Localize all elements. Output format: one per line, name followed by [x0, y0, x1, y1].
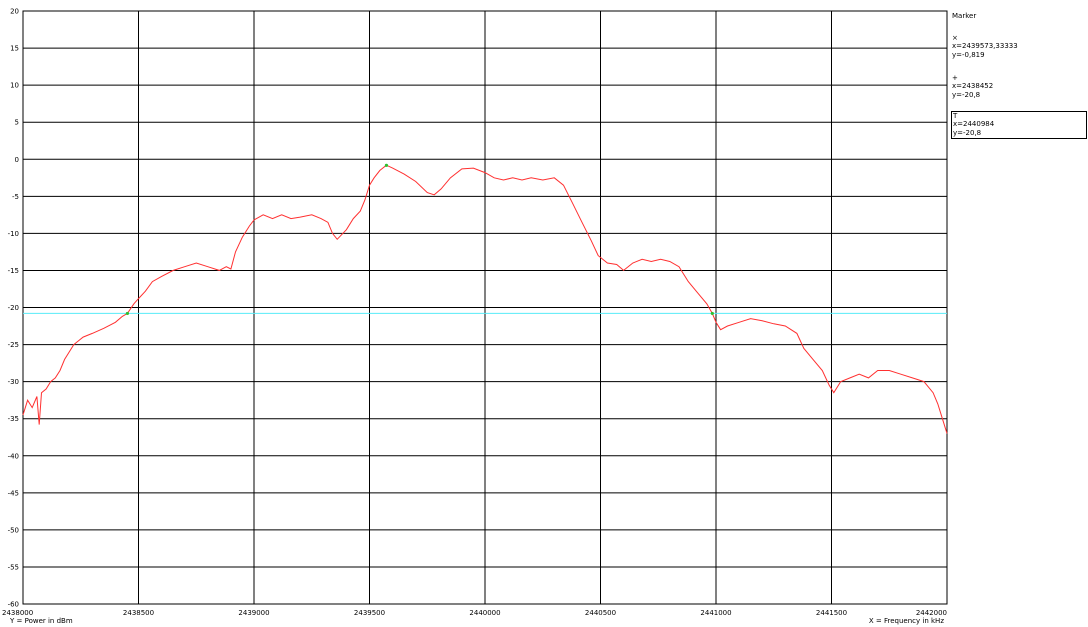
y-tick-label: -5 — [12, 193, 19, 201]
marker-point — [125, 311, 130, 316]
x-tick-label: 2442000 — [916, 609, 947, 617]
x-tick-label: 2440000 — [469, 609, 500, 617]
marker-entry-cross[interactable]: × x=2439573,33333 y=-0,819 — [951, 34, 1085, 60]
plus-marker-icon: + — [952, 74, 958, 82]
marker-y-value: y=-20,8 — [952, 91, 981, 99]
marker-y-value: y=-20,8 — [953, 129, 982, 137]
x-tick-label: 2438500 — [123, 609, 154, 617]
y-tick-label: 0 — [15, 156, 19, 164]
y-tick-label: -20 — [8, 304, 19, 312]
y-tick-label: -25 — [8, 341, 19, 349]
marker-panel-title: Marker — [952, 12, 977, 20]
cross-marker-icon: × — [952, 34, 958, 42]
y-tick-label: -10 — [8, 230, 19, 238]
x-tick-label: 2439500 — [354, 609, 385, 617]
marker-points — [125, 163, 714, 316]
y-tick-label: -15 — [8, 267, 19, 275]
series-line — [22, 164, 948, 434]
y-tick-label: 15 — [10, 45, 19, 53]
y-tick-label: -35 — [8, 415, 19, 423]
x-tick-label: 2441500 — [816, 609, 847, 617]
marker-point — [384, 163, 389, 167]
marker-entry-plus[interactable]: + x=2438452 y=-20,8 — [951, 74, 1085, 100]
y-tick-label: -50 — [8, 526, 19, 534]
grid-lines — [22, 10, 948, 605]
y-tick-label: -60 — [8, 601, 19, 609]
marker-x-value: x=2438452 — [952, 82, 994, 90]
series-lines — [22, 164, 948, 434]
y-tick-label: -40 — [8, 452, 19, 460]
x-tick-label: 2439000 — [238, 609, 269, 617]
x-axis-label: X = Frequency in kHz — [869, 617, 944, 625]
marker-entry-t[interactable]: T x=2440984 y=-20,8 — [951, 111, 1087, 139]
marker-panel: Marker × x=2439573,33333 y=-0,819 + x=24… — [948, 0, 1088, 627]
y-tick-label: 20 — [10, 8, 19, 16]
y-tick-label: 5 — [15, 119, 19, 127]
marker-point — [710, 311, 714, 316]
x-tick-label: 2440500 — [585, 609, 616, 617]
x-tick-label: 2438000 — [2, 609, 33, 617]
y-tick-label: -30 — [8, 378, 19, 386]
y-tick-label: -45 — [8, 489, 19, 497]
y-tick-labels: 20 15 10 5 0 -5 -10 -15 -20 -25 -30 -35 -40 -45 -50 -55… — [8, 8, 19, 609]
marker-x-value: x=2440984 — [953, 120, 995, 128]
y-axis-label: Y = Power in dBm — [9, 617, 73, 625]
x-tick-labels: 2438000 2438500 2439000 2439500 2440000 24405… — [2, 609, 947, 617]
spectrum-chart: 20 15 10 5 0 -5 -10 -15 -20 -25 -30 -35 -40 -45 -50 -55… — [2, 8, 948, 625]
x-tick-label: 2441000 — [700, 609, 731, 617]
y-tick-label: 10 — [10, 82, 19, 90]
marker-y-value: y=-0,819 — [952, 51, 985, 59]
marker-x-value: x=2439573,33333 — [952, 42, 1018, 50]
t-marker-icon: T — [953, 112, 958, 120]
y-tick-label: -55 — [8, 563, 19, 571]
